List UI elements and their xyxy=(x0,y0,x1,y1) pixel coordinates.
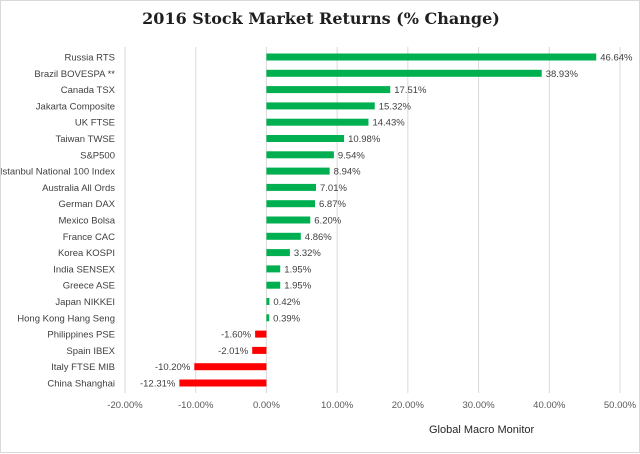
data-label: 6.20% xyxy=(314,216,341,227)
bar xyxy=(266,265,281,273)
data-label: 0.39% xyxy=(273,313,300,324)
data-label: 7.01% xyxy=(320,183,347,194)
category-label: Spain IBEX xyxy=(66,346,115,357)
data-label: 15.32% xyxy=(379,101,412,112)
category-label: Japan NIKKEI xyxy=(55,297,115,308)
category-label: France CAC xyxy=(63,232,115,243)
category-label: Russia RTS xyxy=(64,53,115,64)
bar xyxy=(179,379,267,387)
category-label: Greece ASE xyxy=(63,281,115,292)
bar xyxy=(266,118,369,126)
category-label: Italy FTSE MIB xyxy=(51,362,115,373)
bar xyxy=(266,298,270,305)
category-label: Canada TSX xyxy=(61,85,116,96)
bar xyxy=(266,151,334,159)
bar xyxy=(266,183,316,191)
bar xyxy=(255,330,267,338)
bar xyxy=(266,135,345,142)
category-label: Australia All Ords xyxy=(42,183,115,194)
bar xyxy=(266,281,281,289)
data-label: 38.93% xyxy=(546,69,579,80)
bar xyxy=(266,232,301,240)
x-tick-label: 20.00% xyxy=(392,400,425,411)
data-label: 3.32% xyxy=(294,248,321,259)
bar xyxy=(266,69,542,77)
category-label: China Shanghai xyxy=(47,379,115,390)
x-tick-label: 0.00% xyxy=(253,400,280,411)
x-tick-label: 40.00% xyxy=(533,400,566,411)
x-tick-label: 10.00% xyxy=(321,400,354,411)
category-label: Istanbul National 100 Index xyxy=(1,167,115,178)
x-tick-label: 50.00% xyxy=(604,400,637,411)
data-label: 46.64% xyxy=(600,53,633,64)
bar xyxy=(266,53,597,61)
category-label: India SENSEX xyxy=(53,264,115,275)
category-label: German DAX xyxy=(59,199,116,210)
x-tick-label: -10.00% xyxy=(178,400,214,411)
data-label: 14.43% xyxy=(372,118,405,129)
data-label: -10.20% xyxy=(155,362,191,373)
category-label: Jakarta Composite xyxy=(36,101,115,112)
bar xyxy=(266,167,330,175)
bar xyxy=(266,86,391,94)
data-label: 1.95% xyxy=(284,264,311,275)
data-label: 1.95% xyxy=(284,281,311,292)
category-label: S&P500 xyxy=(80,150,115,161)
data-label: -12.31% xyxy=(140,379,176,390)
category-label: UK FTSE xyxy=(75,118,115,129)
bar xyxy=(266,314,270,322)
data-label: 10.98% xyxy=(348,134,381,145)
bar xyxy=(266,216,311,224)
x-tick-label: -20.00% xyxy=(107,400,143,411)
data-label: 8.94% xyxy=(334,167,361,178)
chart-title: 2016 Stock Market Returns (% Change) xyxy=(142,9,500,28)
bar xyxy=(266,102,375,110)
data-label: -2.01% xyxy=(218,346,249,357)
data-label: 0.42% xyxy=(273,297,300,308)
bar xyxy=(252,346,267,354)
bar xyxy=(266,200,316,208)
category-label: Brazil BOVESPA ** xyxy=(34,69,115,80)
category-label: Philippines PSE xyxy=(47,330,115,341)
bar xyxy=(266,249,290,257)
data-label: 9.54% xyxy=(338,150,365,161)
source-note: Global Macro Monitor xyxy=(429,424,535,436)
category-label: Mexico Bolsa xyxy=(59,216,116,227)
category-label: Korea KOSPI xyxy=(58,248,115,259)
data-label: 17.51% xyxy=(394,85,427,96)
data-label: 6.87% xyxy=(319,199,346,210)
category-label: Hong Kong Hang Seng xyxy=(17,313,115,324)
bar xyxy=(194,363,267,371)
data-label: 4.86% xyxy=(305,232,332,243)
data-label: -1.60% xyxy=(221,330,252,341)
category-label: Taiwan TWSE xyxy=(56,134,115,145)
x-tick-label: 30.00% xyxy=(462,400,495,411)
